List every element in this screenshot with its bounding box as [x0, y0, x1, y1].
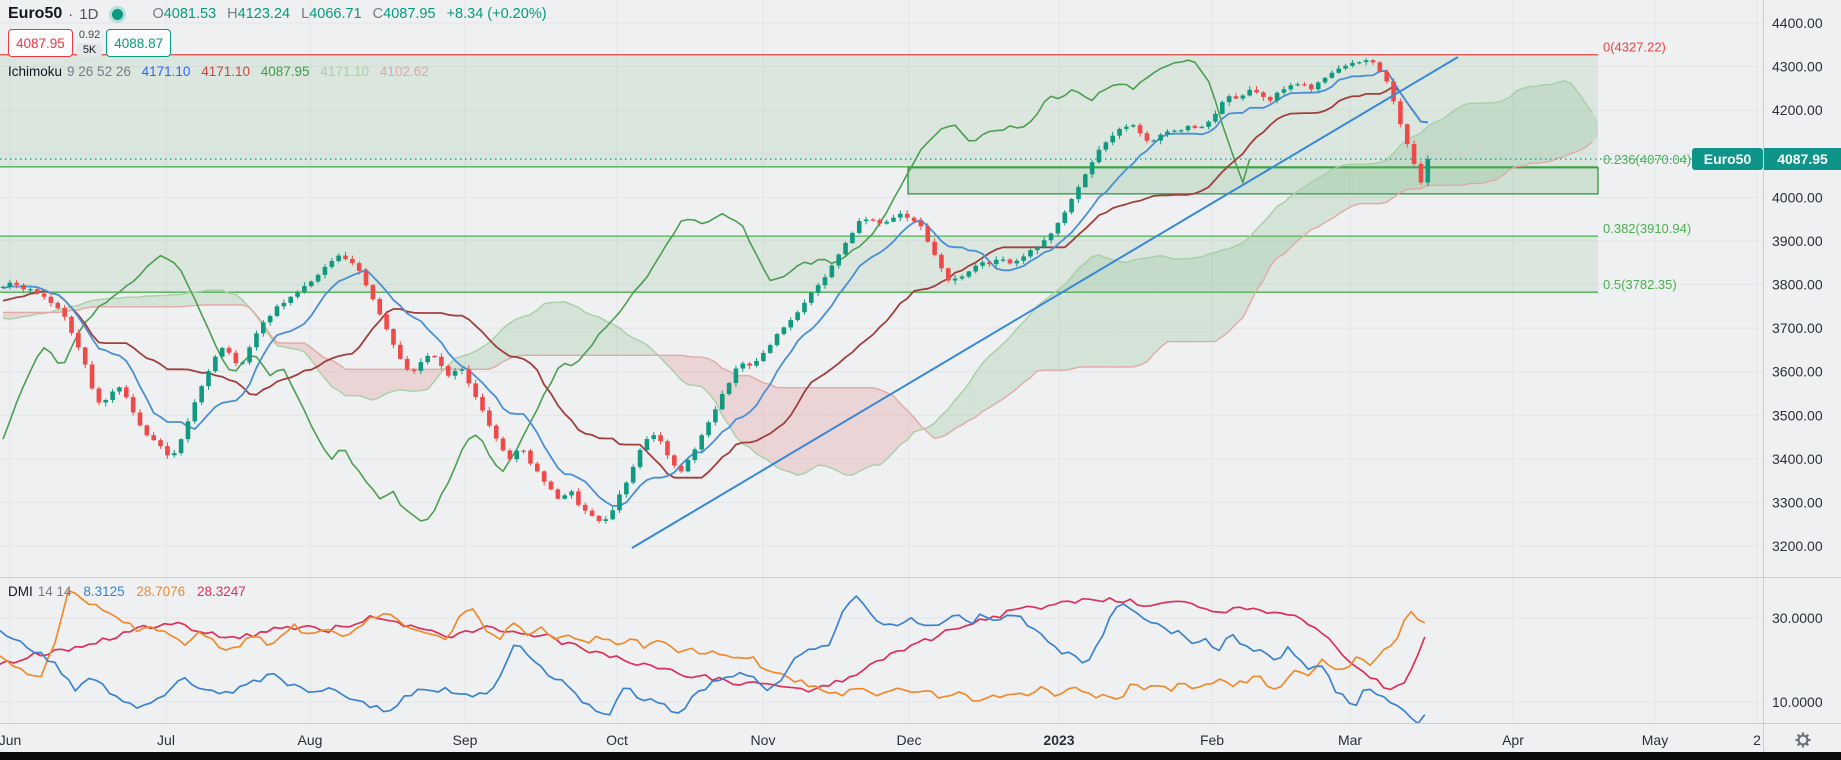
low-label: L [301, 6, 310, 22]
axis-label: 2 [1753, 732, 1761, 748]
axis-label: 3400.00 [1772, 451, 1823, 467]
axis-label: 3300.00 [1772, 494, 1823, 510]
sell-button[interactable]: 4087.95 [8, 29, 73, 57]
market-status-dot-icon[interactable] [112, 8, 124, 20]
dmi-legend-row[interactable]: DMI 14 14 8.3125 28.7076 28.3247 [8, 584, 246, 599]
fib-labels: 0(4327.22) 0.236(4070.04) 0.382(3910.94) 0.… [1603, 40, 1691, 292]
axis-label: 0.236(4070.04) [1603, 152, 1691, 167]
axis-label: 3900.00 [1772, 233, 1823, 249]
axis-label: 0.382(3910.94) [1603, 221, 1691, 236]
axis-label: 3800.00 [1772, 277, 1823, 293]
dmi-pane[interactable] [0, 589, 1426, 724]
ichimoku-base-value: 4171.10 [201, 64, 250, 79]
candles-layer[interactable] [0, 58, 1431, 524]
axis-label: 0.5(3782.35) [1603, 277, 1677, 292]
ichimoku-lines [2, 59, 1428, 522]
symbol-price-line-tag: Euro50 [1692, 148, 1763, 170]
support-zone-rectangle[interactable] [907, 166, 1599, 195]
axis-label: 2023 [1043, 732, 1074, 748]
timeframe-label[interactable]: 1D [79, 5, 99, 23]
dmi-params: 14 14 [37, 584, 72, 599]
axis-label: Aug [298, 732, 323, 748]
time-axis[interactable]: Jun Jul Aug Sep Oct Nov Dec 2023 Feb Mar Apr May 2 [0, 732, 1761, 748]
close-label: C [372, 6, 384, 22]
spread-quantity-box: 0.92 5K [73, 29, 106, 57]
bottom-window-edge [0, 752, 1841, 760]
quantity-value[interactable]: 5K [76, 43, 103, 57]
axis-label: 4000.00 [1772, 189, 1823, 205]
open-label: O [152, 6, 164, 22]
axis-label: 3600.00 [1772, 364, 1823, 380]
axis-label: Nov [751, 732, 776, 748]
high-value: 4123.24 [237, 6, 291, 22]
axis-label: 30.0000 [1772, 610, 1823, 626]
gridlines [0, 0, 1763, 723]
trade-buy-sell-widget: 4087.95 0.92 5K 4088.87 [8, 29, 172, 57]
trend-line[interactable] [631, 56, 1459, 549]
high-label: H [227, 6, 238, 22]
axis-label: 3200.00 [1772, 538, 1823, 554]
axis-label: Dec [897, 732, 922, 748]
open-value: 4081.53 [163, 6, 217, 22]
dmi-name: DMI [8, 584, 33, 599]
ichimoku-params: 9 26 52 26 [67, 64, 131, 79]
axis-label: 0(4327.22) [1603, 40, 1666, 55]
chart-legend-row: Euro50 · 1D O4081.53 H4123.24 L4066.71 C… [8, 5, 547, 23]
axis-label: Sep [453, 732, 478, 748]
axis-label: Feb [1200, 732, 1224, 748]
axis-label: 10.0000 [1772, 694, 1823, 710]
axis-label: Mar [1338, 732, 1362, 748]
ichimoku-lead2-value: 4102.62 [379, 64, 429, 79]
ohlc-readout: O4081.53 H4123.24 L4066.71 C4087.95 +8.3… [145, 6, 546, 22]
axis-label: 4200.00 [1772, 102, 1823, 118]
title-separator: · [68, 5, 74, 23]
axis-label: Jun [0, 732, 21, 748]
spread-value: 0.92 [78, 29, 101, 41]
change-value: +8.34 (+0.20%) [446, 6, 547, 22]
axis-label: 4300.00 [1772, 59, 1823, 75]
axis-label: 4400.00 [1772, 15, 1823, 31]
axis-label: 3700.00 [1772, 320, 1823, 336]
buy-button[interactable]: 4088.87 [106, 29, 172, 57]
ichimoku-lead1-value: 4171.10 [320, 64, 370, 79]
last-price-axis-tag: 4087.95 [1764, 148, 1841, 170]
price-axis[interactable]: 4400.00 4300.00 4200.00 4000.00 3900.00 3800.… [1772, 15, 1823, 710]
dmi-adx-value: 28.3247 [196, 584, 246, 599]
low-value: 4066.71 [309, 6, 362, 22]
axis-label: Oct [606, 732, 628, 748]
close-value: 4087.95 [383, 6, 436, 22]
dmi-plus-di-value: 8.3125 [83, 584, 125, 599]
ichimoku-lagging-value: 4087.95 [260, 64, 310, 79]
ichimoku-conversion-value: 4171.10 [141, 64, 191, 79]
symbol-title[interactable]: Euro50 [8, 5, 63, 22]
ichimoku-cloud [2, 80, 1598, 476]
axis-label: 3500.00 [1772, 407, 1823, 423]
axis-label: Apr [1502, 732, 1524, 748]
axis-settings-gear-icon[interactable] [1795, 732, 1811, 748]
dmi-minus-di-value: 28.7076 [136, 584, 186, 599]
ichimoku-name: Ichimoku [8, 64, 63, 79]
axis-label: May [1642, 732, 1668, 748]
ichimoku-legend-row[interactable]: Ichimoku 9 26 52 26 4171.10 4171.10 4087.… [8, 64, 429, 79]
axis-label: Jul [157, 732, 175, 748]
